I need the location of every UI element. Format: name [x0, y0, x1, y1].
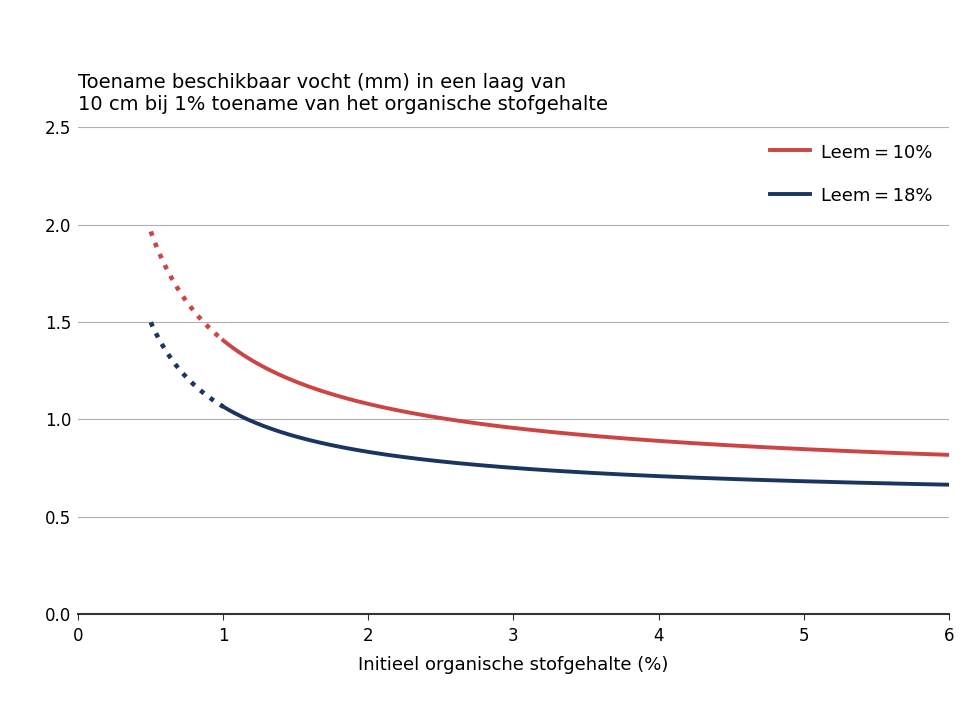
X-axis label: Initieel organische stofgehalte (%): Initieel organische stofgehalte (%) — [358, 656, 668, 674]
Text: Toename beschikbaar vocht (mm) in een laag van
10 cm bij 1% toename van het orga: Toename beschikbaar vocht (mm) in een la… — [78, 73, 608, 114]
Legend: Leem = 10%, Leem = 18%: Leem = 10%, Leem = 18% — [762, 136, 939, 213]
